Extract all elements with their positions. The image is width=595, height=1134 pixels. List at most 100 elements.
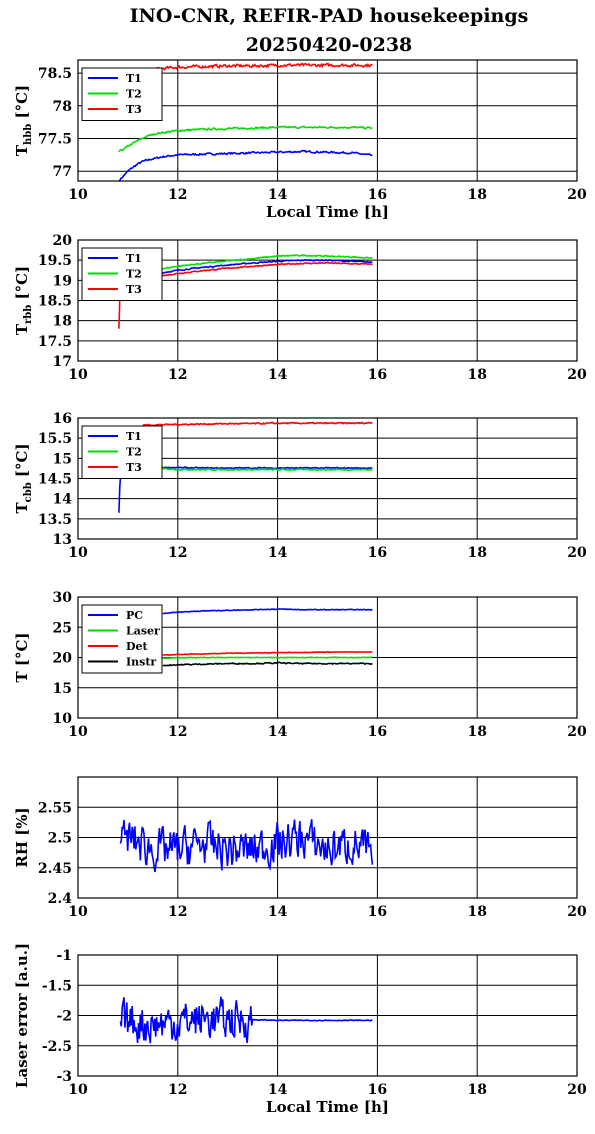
x-tick-label: 10 <box>68 724 88 740</box>
y-tick-label: 77.5 <box>38 131 72 147</box>
plot-frame <box>77 596 578 719</box>
series-line-1-1 <box>118 149 373 182</box>
series-line-3-3 <box>142 421 373 427</box>
x-tick-label: 20 <box>567 187 587 203</box>
legend: T1 T2 T3 <box>81 425 163 479</box>
panel-3: 13 13.5 14 14.5 15 15.5 16 10 12 14 16 18 20 Tcbb [°C… <box>13 411 587 561</box>
x-tick-label: 10 <box>68 187 88 203</box>
x-tick-label: 16 <box>368 187 387 203</box>
y-tick-label: 17 <box>53 354 72 370</box>
series-line-4-3 <box>162 650 373 656</box>
y-tick-label: 25 <box>53 620 72 636</box>
x-tick-label: 20 <box>567 545 587 561</box>
x-tick-label: 10 <box>68 1082 88 1098</box>
y-axis-label-unit: [°C] <box>13 85 31 124</box>
plot-frame <box>77 954 578 1077</box>
y-axis-label-unit: [°C] <box>13 266 31 305</box>
x-tick-label: 20 <box>567 1082 587 1098</box>
y-axis-label-main: T [°C] <box>13 632 31 682</box>
x-tick-label: 10 <box>68 904 88 920</box>
y-axis-label-main: T <box>13 323 31 335</box>
x-tick-label: 14 <box>268 1082 288 1098</box>
x-tick-label: 14 <box>268 545 288 561</box>
legend-label: Det <box>126 640 149 653</box>
plot-frame <box>77 59 578 182</box>
legend-label: T3 <box>126 103 142 116</box>
series-line-4-1 <box>162 608 373 615</box>
x-tick-label: 14 <box>268 904 288 920</box>
panel-1: 77 77.5 78 78.5 10 12 14 16 18 20 Local Time [h] Th… <box>13 59 587 221</box>
x-tick-label: 10 <box>68 545 88 561</box>
plot-frame <box>77 417 578 540</box>
y-tick-label: 15.5 <box>38 431 72 447</box>
legend-label: T2 <box>126 446 142 459</box>
x-tick-label: 10 <box>68 367 88 383</box>
legend-label: Laser <box>126 625 160 638</box>
y-axis-label: Laser error [a.u.] <box>13 943 31 1088</box>
y-tick-label: 20 <box>53 233 73 249</box>
x-tick-label: 16 <box>368 1082 387 1098</box>
y-tick-label: 14.5 <box>38 472 72 488</box>
y-tick-label: 14 <box>53 492 73 508</box>
y-tick-label: 17.5 <box>38 334 72 350</box>
y-axis-label: Trbb [°C] <box>13 266 34 335</box>
y-axis-label: T [°C] <box>13 632 31 682</box>
plot-frame <box>77 776 578 899</box>
legend-label: T1 <box>126 252 142 265</box>
x-tick-label: 18 <box>467 367 486 383</box>
x-tick-label: 12 <box>168 367 187 383</box>
panel-5: 2.4 2.45 2.5 2.55 10 12 14 16 18 20 RH [%] <box>13 776 587 920</box>
y-axis-label: Tcbb [°C] <box>13 443 34 513</box>
x-tick-label: 16 <box>368 545 387 561</box>
legend-label: T3 <box>126 283 142 296</box>
x-tick-label: 18 <box>467 724 486 740</box>
x-tick-label: 18 <box>467 1082 486 1098</box>
y-tick-label: 78 <box>53 99 72 115</box>
series-line-4-4 <box>162 661 373 667</box>
y-axis-label-sub: rbb <box>23 305 34 324</box>
x-tick-label: 20 <box>567 367 587 383</box>
y-tick-label: -1.5 <box>42 978 72 994</box>
legend: T1 T2 T3 <box>81 67 163 121</box>
y-tick-label: 13 <box>53 532 72 548</box>
y-tick-label: 2.4 <box>48 891 73 907</box>
series-line-5-1 <box>119 819 374 873</box>
y-tick-label: -2 <box>56 1009 72 1025</box>
y-tick-label: 78.5 <box>38 66 72 82</box>
y-tick-label: 2.5 <box>48 831 72 847</box>
y-tick-label: 2.45 <box>38 861 72 877</box>
x-tick-label: 20 <box>567 904 587 920</box>
y-tick-label: -2.5 <box>42 1039 72 1055</box>
y-tick-label: 16 <box>53 411 72 427</box>
series-line-6-2 <box>252 1018 373 1022</box>
x-tick-label: 12 <box>168 545 187 561</box>
x-tick-label: 20 <box>567 724 587 740</box>
x-tick-label: 16 <box>368 724 387 740</box>
y-tick-label: 18.5 <box>38 294 72 310</box>
x-axis-label: Local Time [h] <box>266 203 389 221</box>
y-tick-label: 20 <box>53 651 73 667</box>
legend: PC Laser Det Instr <box>81 604 163 674</box>
y-tick-label: -1 <box>56 948 72 964</box>
y-axis-label-sub: cbb <box>23 482 34 502</box>
y-axis-label-main: RH [%] <box>13 807 31 867</box>
x-tick-label: 12 <box>168 904 187 920</box>
y-axis-label-main: Laser error [a.u.] <box>13 943 31 1088</box>
y-tick-label: -3 <box>56 1069 72 1085</box>
figure-title-line2: 20250420-0238 <box>246 34 413 56</box>
x-tick-label: 12 <box>168 724 187 740</box>
legend-label: T2 <box>126 88 142 101</box>
y-tick-label: 18 <box>53 314 72 330</box>
y-tick-label: 19 <box>53 273 72 289</box>
legend-label: Instr <box>126 656 156 669</box>
y-axis-label-sub: hbb <box>23 124 34 145</box>
x-tick-label: 14 <box>268 724 288 740</box>
legend-label: T2 <box>126 268 142 281</box>
y-axis-label: RH [%] <box>13 807 31 867</box>
x-axis-label: Local Time [h] <box>266 1098 389 1116</box>
x-tick-label: 18 <box>467 545 486 561</box>
legend-label: T1 <box>126 72 142 85</box>
y-tick-label: 10 <box>53 711 73 727</box>
y-axis-label-unit: [°C] <box>13 443 31 482</box>
